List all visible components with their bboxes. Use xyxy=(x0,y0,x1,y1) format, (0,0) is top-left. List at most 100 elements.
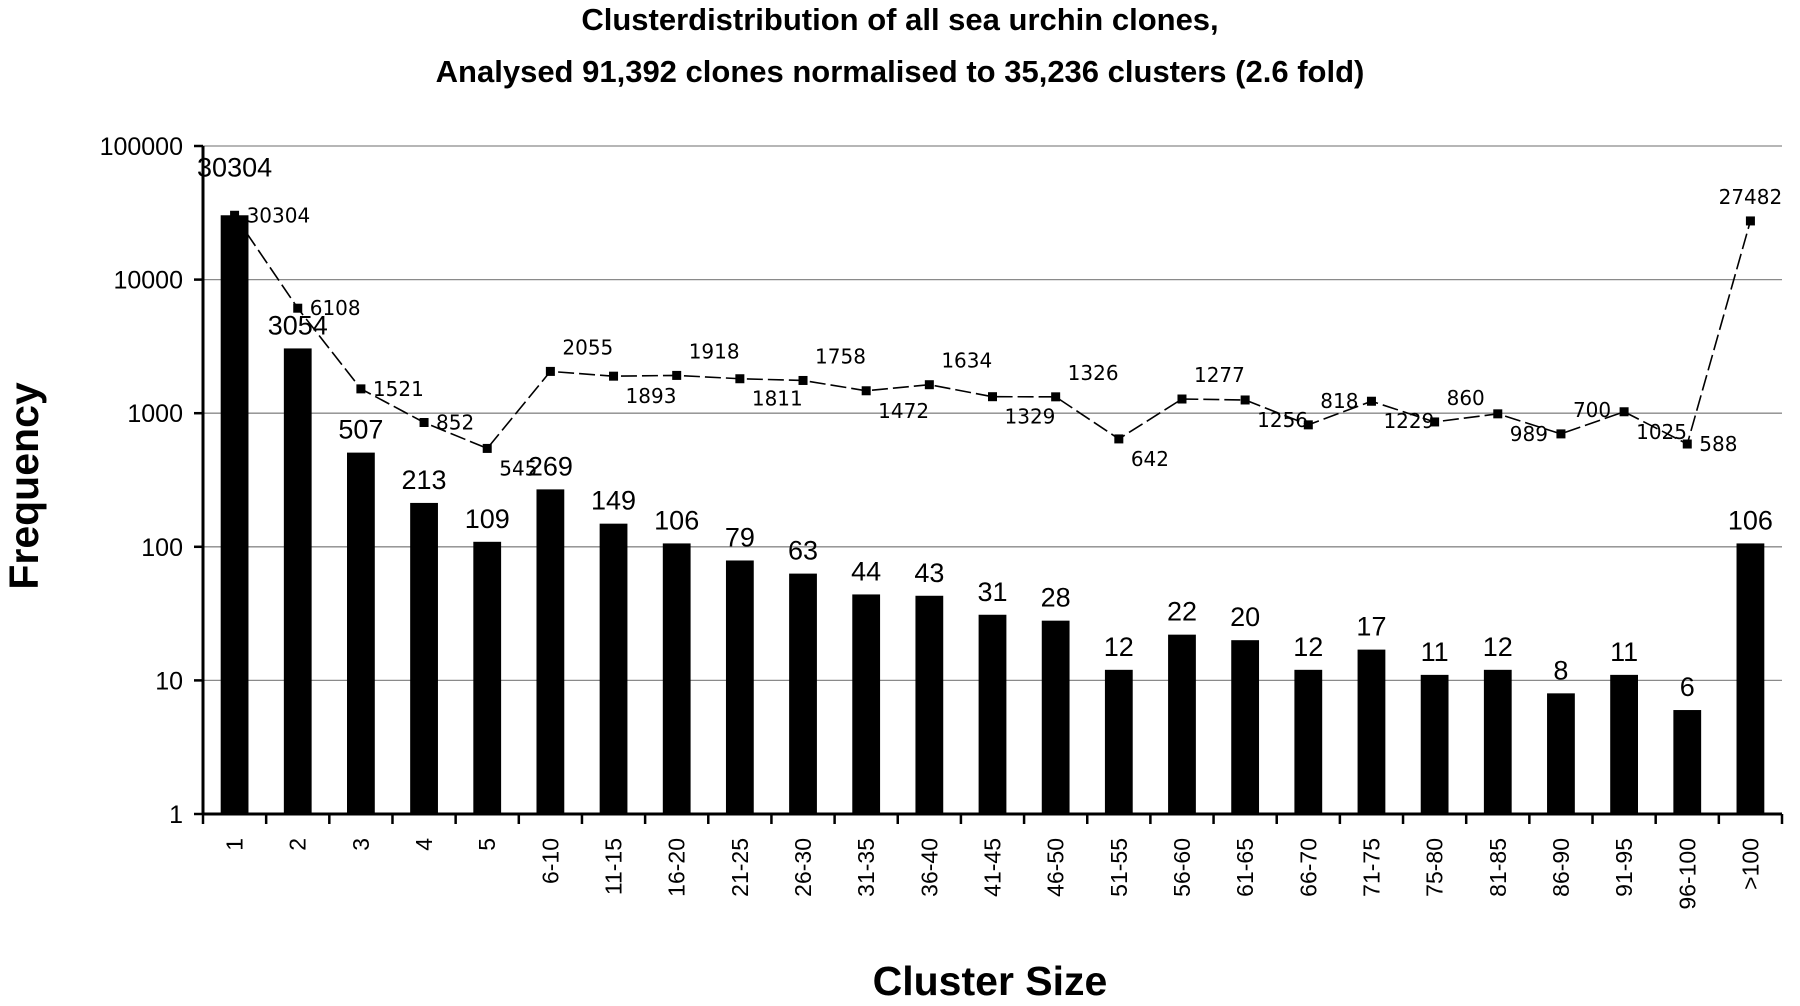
bar-value-label: 11 xyxy=(1421,637,1449,667)
line-marker xyxy=(609,371,619,381)
chart-subtitle: Analysed 91,392 clones normalised to 35,… xyxy=(436,54,1365,89)
bar-value-label: 8 xyxy=(1553,655,1568,685)
line-marker xyxy=(1114,434,1124,444)
x-tick-label: 2 xyxy=(285,838,311,851)
bar xyxy=(852,594,881,814)
bar xyxy=(1610,674,1638,814)
x-tick-label: 1 xyxy=(222,838,248,851)
bar-value-label: 269 xyxy=(528,451,573,481)
line-value-label: 1893 xyxy=(626,384,677,408)
x-tick-label: 31-35 xyxy=(853,838,879,897)
y-tick-label: 10000 xyxy=(113,267,183,295)
line-value-label: 1521 xyxy=(373,377,424,401)
bar xyxy=(1547,693,1575,814)
bar xyxy=(1104,669,1133,814)
x-tick-label: 96-100 xyxy=(1674,838,1700,910)
bar-value-label: 109 xyxy=(465,504,510,534)
line-value-label: 1811 xyxy=(752,387,803,411)
x-tick-label: 66-70 xyxy=(1295,838,1321,897)
line-value-label: 1277 xyxy=(1194,363,1245,387)
gridlines xyxy=(203,145,1782,682)
line-marker xyxy=(545,366,555,376)
bar xyxy=(599,523,628,814)
line-value-label: 2055 xyxy=(562,335,613,359)
bar-value-label: 213 xyxy=(402,465,447,495)
bar-value-label: 31 xyxy=(977,577,1007,607)
line-value-label: 1229 xyxy=(1383,409,1434,433)
bar xyxy=(1673,710,1702,814)
x-tick-label: 4 xyxy=(411,838,437,851)
line-marker xyxy=(1619,407,1629,417)
bar xyxy=(1168,634,1196,814)
line-value-label: 989 xyxy=(1510,422,1548,446)
line-value-label: 1326 xyxy=(1068,361,1119,385)
data-labels: 30304 3054 507 213 109 269 149 106 79 63 44 43 31 28 1… xyxy=(197,152,1782,702)
bar xyxy=(1294,669,1323,814)
bar-value-label: 6 xyxy=(1680,672,1695,702)
bar-value-label: 79 xyxy=(725,522,755,552)
line-marker xyxy=(356,384,366,394)
y-tick-label: 1 xyxy=(169,801,183,829)
line-marker xyxy=(988,392,997,402)
bar xyxy=(789,573,817,814)
bar xyxy=(410,502,438,814)
line-value-label: 588 xyxy=(1699,432,1737,456)
bar xyxy=(1420,674,1449,814)
bar xyxy=(978,614,1007,814)
x-tick-label: 41-45 xyxy=(980,838,1006,897)
x-tick-label: 3 xyxy=(348,838,374,851)
bar-value-label: 3054 xyxy=(268,310,328,340)
line-marker xyxy=(924,380,934,390)
line-value-label: 700 xyxy=(1573,398,1611,422)
line-marker xyxy=(230,210,240,220)
y-axis-title: Frequency xyxy=(1,382,47,590)
line-value-label: 1472 xyxy=(878,399,929,423)
line-marker xyxy=(482,443,492,453)
line-value-label: 818 xyxy=(1320,389,1358,413)
bar xyxy=(220,215,249,814)
bar xyxy=(536,489,565,814)
x-tick-label: 46-50 xyxy=(1043,838,1069,897)
line-value-label: 30304 xyxy=(247,203,311,227)
bar-value-label: 12 xyxy=(1483,632,1513,662)
line-marker xyxy=(1051,392,1061,402)
bar xyxy=(1483,669,1512,814)
line-value-label: 27482 xyxy=(1719,185,1783,209)
bar-value-label: 28 xyxy=(1041,583,1071,613)
x-tick-label: 5 xyxy=(474,838,500,851)
bar-value-label: 106 xyxy=(1728,505,1773,535)
bar xyxy=(662,543,691,814)
bar-value-label: 30304 xyxy=(197,152,272,182)
bar-value-label: 63 xyxy=(788,536,818,566)
line-marker xyxy=(1493,409,1503,419)
line-marker xyxy=(1745,216,1755,226)
line-marker xyxy=(1240,395,1250,405)
bar xyxy=(347,452,375,814)
line-value-label: 1025 xyxy=(1636,420,1687,444)
line-value-label: 1918 xyxy=(689,339,740,363)
bar xyxy=(725,560,754,814)
bar-value-label: 507 xyxy=(338,415,383,445)
line-marker xyxy=(1177,394,1187,404)
x-tick-label: 51-55 xyxy=(1106,838,1132,897)
bar-value-label: 17 xyxy=(1356,612,1386,642)
y-tick-label: 100 xyxy=(141,534,183,562)
line-value-label: 1634 xyxy=(941,349,992,373)
line-marker xyxy=(419,417,429,427)
x-tick-label: 26-30 xyxy=(790,838,816,897)
x-tick-label: 11-15 xyxy=(601,838,627,895)
x-tick-label: 36-40 xyxy=(916,838,942,897)
line-value-label: 852 xyxy=(436,410,474,434)
bar xyxy=(1231,640,1260,814)
line-marker xyxy=(1303,420,1313,430)
x-axis-title: Cluster Size xyxy=(873,958,1108,1004)
line-value-label: 1256 xyxy=(1257,408,1308,432)
y-tick-label: 1000 xyxy=(127,400,183,428)
axes xyxy=(194,144,1784,824)
bar xyxy=(473,541,502,814)
chart-title: Clusterdistribution of all sea urchin cl… xyxy=(581,2,1218,37)
line-value-label: 1329 xyxy=(1005,405,1056,429)
bar-series xyxy=(220,215,1765,814)
